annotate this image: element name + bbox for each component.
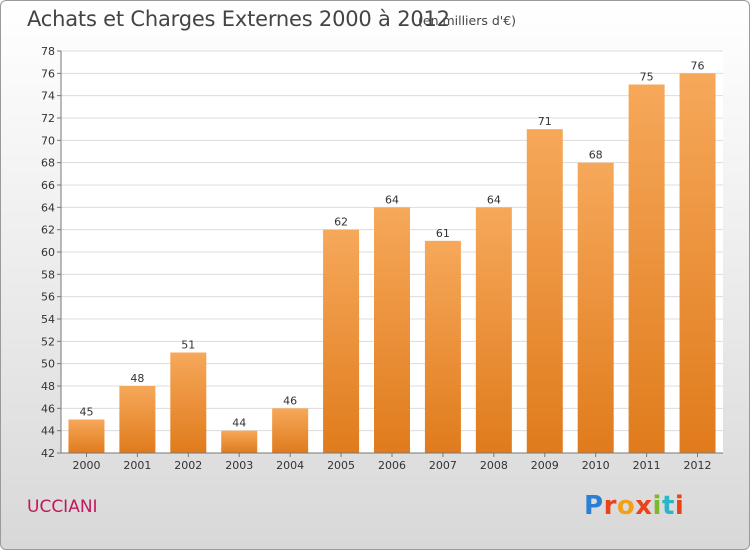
y-tick-label: 76 <box>41 67 55 80</box>
bar <box>323 229 360 453</box>
bars: 45 48 51 44 46 62 64 61 64 71 68 75 76 <box>68 59 716 453</box>
value-label: 46 <box>283 394 297 407</box>
bar <box>221 430 258 453</box>
logo-letter: o <box>616 491 636 521</box>
x-tick-label: 2005 <box>327 459 355 472</box>
value-label: 44 <box>232 417 246 430</box>
x-tick-label: 2001 <box>123 459 151 472</box>
axes: 42 44 46 48 50 52 54 56 58 60 62 64 66 68 70 72 74 76 78 20… <box>41 45 723 472</box>
x-tick-label: 2011 <box>633 459 661 472</box>
x-tick-label: 2006 <box>378 459 406 472</box>
y-tick-label: 58 <box>41 268 55 281</box>
value-label: 75 <box>640 71 654 84</box>
bar <box>424 240 461 453</box>
bar <box>475 207 512 453</box>
x-tick-label: 2010 <box>582 459 610 472</box>
y-tick-label: 72 <box>41 112 55 125</box>
x-tick-label: 2012 <box>684 459 712 472</box>
y-tick-label: 56 <box>41 291 55 304</box>
x-tick-label: 2002 <box>174 459 202 472</box>
value-label: 61 <box>436 227 450 240</box>
y-tick-label: 46 <box>41 402 55 415</box>
x-tick-label: 2000 <box>72 459 100 472</box>
value-label: 64 <box>385 193 399 206</box>
chart-subtitle: (en milliers d'€) <box>418 13 517 28</box>
logo-letter: r <box>603 491 617 521</box>
x-tick-label: 2007 <box>429 459 457 472</box>
y-tick-label: 70 <box>41 134 55 147</box>
bar <box>628 84 665 453</box>
y-tick-label: 52 <box>41 335 55 348</box>
y-tick-label: 62 <box>41 224 55 237</box>
bar <box>68 419 105 453</box>
value-label: 76 <box>691 59 705 72</box>
logo-letter: i <box>652 491 662 521</box>
proxiti-logo: Proxiti <box>584 491 684 521</box>
value-label: 62 <box>334 216 348 229</box>
x-tick-label: 2004 <box>276 459 304 472</box>
bar <box>374 207 410 453</box>
y-tick-label: 66 <box>41 179 55 192</box>
value-label: 68 <box>589 149 603 162</box>
bar <box>526 129 563 453</box>
y-tick-label: 48 <box>41 380 55 393</box>
bar <box>170 352 207 453</box>
y-tick-label: 42 <box>41 447 55 460</box>
value-label: 48 <box>130 372 144 385</box>
y-tick-label: 78 <box>41 45 55 58</box>
logo-letter: i <box>674 491 685 521</box>
logo-letter: t <box>661 491 675 521</box>
bar <box>679 73 716 453</box>
value-label: 45 <box>79 406 93 419</box>
y-tick-label: 50 <box>41 358 55 371</box>
x-tick-label: 2003 <box>225 459 253 472</box>
bar <box>272 408 309 453</box>
y-tick-label: 60 <box>41 246 55 259</box>
commune-name: UCCIANI <box>27 497 98 517</box>
logo-letter: x <box>635 491 653 521</box>
y-tick-label: 64 <box>41 201 55 214</box>
value-label: 71 <box>538 115 552 128</box>
value-label: 51 <box>181 339 195 352</box>
y-tick-label: 68 <box>41 157 55 170</box>
y-tick-label: 74 <box>41 90 55 103</box>
chart-title: Achats et Charges Externes 2000 à 2012 <box>27 7 450 31</box>
x-tick-label: 2008 <box>480 459 508 472</box>
x-tick-label: 2009 <box>531 459 559 472</box>
value-label: 64 <box>487 193 501 206</box>
y-tick-label: 44 <box>41 425 55 438</box>
logo-letter: P <box>584 491 604 521</box>
y-tick-label: 54 <box>41 313 55 326</box>
bar <box>577 162 614 453</box>
bar <box>119 386 156 453</box>
